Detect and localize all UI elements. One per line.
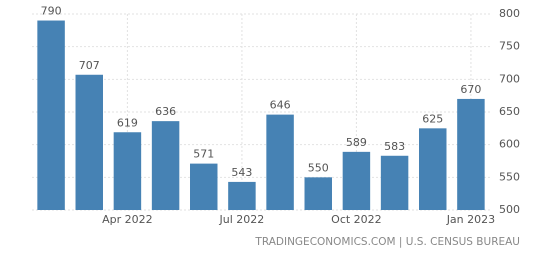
bar bbox=[419, 128, 447, 210]
value-label: 790 bbox=[41, 5, 62, 18]
bar bbox=[342, 151, 371, 210]
x-tick-label: Apr 2022 bbox=[102, 213, 153, 226]
y-tick-label: 700 bbox=[499, 72, 520, 85]
x-tick-label: Oct 2022 bbox=[331, 213, 382, 226]
x-tick-label: Jan 2023 bbox=[446, 213, 495, 226]
bar bbox=[228, 181, 256, 210]
y-tick-label: 650 bbox=[499, 105, 520, 118]
bar bbox=[113, 132, 142, 210]
y-tick-label: 500 bbox=[499, 203, 520, 216]
bar bbox=[151, 121, 180, 210]
value-label: 625 bbox=[422, 112, 443, 125]
value-label: 543 bbox=[231, 166, 252, 179]
y-tick-label: 550 bbox=[499, 170, 520, 183]
value-label: 583 bbox=[384, 140, 405, 153]
bar bbox=[266, 114, 294, 210]
y-tick-label: 800 bbox=[499, 7, 520, 20]
source: TRADINGECONOMICS.COM | U.S. CENSUS BUREA… bbox=[254, 236, 520, 248]
value-label: 670 bbox=[460, 83, 481, 96]
bar bbox=[190, 163, 218, 210]
x-tick-label: Jul 2022 bbox=[219, 213, 265, 226]
bar bbox=[37, 20, 65, 211]
bar bbox=[304, 177, 332, 210]
y-tick-label: 750 bbox=[499, 40, 520, 53]
value-label: 619 bbox=[117, 116, 138, 129]
value-label: 707 bbox=[79, 59, 100, 72]
value-label: 646 bbox=[270, 99, 291, 112]
y-tick-label: 600 bbox=[499, 138, 520, 151]
bar bbox=[380, 155, 409, 210]
value-label: 550 bbox=[308, 161, 329, 174]
value-label: 589 bbox=[346, 136, 367, 149]
value-label: 636 bbox=[155, 105, 176, 118]
value-label: 571 bbox=[193, 148, 214, 161]
bar bbox=[457, 98, 485, 210]
bar bbox=[75, 74, 103, 210]
